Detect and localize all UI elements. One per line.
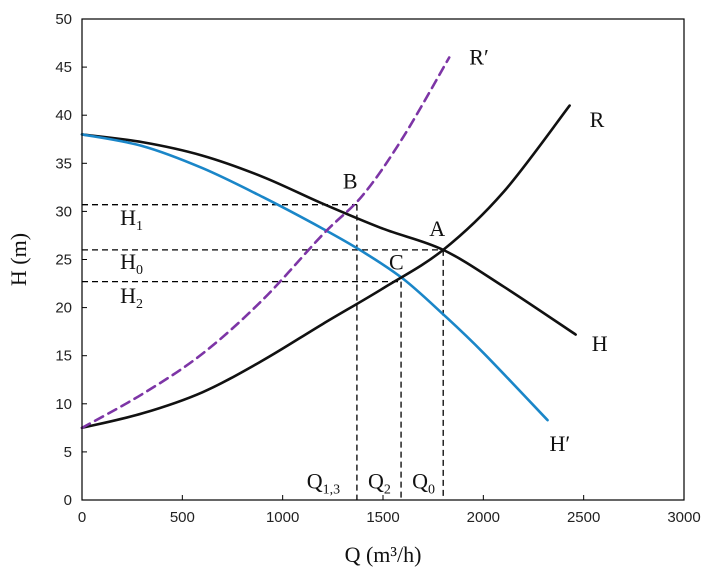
axes-group: 0 500 1000 1500 2000 2500 3000 0 5 10 15 20 25 30 35 40… [55,11,700,526]
series-group [80,56,577,430]
curve-label-H-prime: H′ [550,431,571,456]
y-tick-label: 10 [55,396,72,413]
curve-label-R: R [590,107,605,132]
y-tick-label: 40 [55,107,72,124]
ref-label-H0: H0 [120,249,143,278]
y-tick-label: 5 [64,444,72,461]
x-tick-label: 2500 [567,509,600,526]
point-label-B: B [343,169,358,194]
y-tick-label: 25 [55,252,72,269]
x-tick-label: 1500 [366,509,399,526]
series-line-H-prime [80,133,549,422]
y-axis-title: H (m) [6,233,31,286]
series-line-H [80,133,577,336]
ref-label-H2: H2 [120,283,143,312]
x-tick-label: 3000 [667,509,700,526]
y-tick-label: 30 [55,203,72,220]
x-tick-label: 2000 [467,509,500,526]
ref-label-Q2: Q2 [368,468,391,497]
point-label-A: A [429,216,445,241]
y-tick-label: 0 [64,492,72,509]
x-axis-title: Q (m³/h) [345,542,422,567]
labels-group: R′ R H H′ A B C H1 H0 H2 Q1,3 Q2 Q0 [120,44,608,497]
ref-label-Q1-3: Q1,3 [307,468,340,497]
x-tick-label: 500 [170,509,195,526]
y-tick-label: 15 [55,348,72,365]
curve-label-R-prime: R′ [469,44,489,69]
x-tick-label: 1000 [266,509,299,526]
reference-lines [82,204,444,500]
y-tick-label: 50 [55,11,72,28]
series-line-R [80,104,571,430]
y-tick-label: 20 [55,300,72,317]
y-tick-label: 35 [55,155,72,172]
series-line-R-prime [80,56,451,430]
curve-label-H: H [592,331,608,356]
plot-frame [81,18,685,501]
ref-label-Q0: Q0 [412,468,435,497]
point-label-C: C [389,250,404,275]
x-tick-label: 0 [78,509,86,526]
ref-label-H1: H1 [120,205,143,234]
y-tick-label: 45 [55,59,72,76]
